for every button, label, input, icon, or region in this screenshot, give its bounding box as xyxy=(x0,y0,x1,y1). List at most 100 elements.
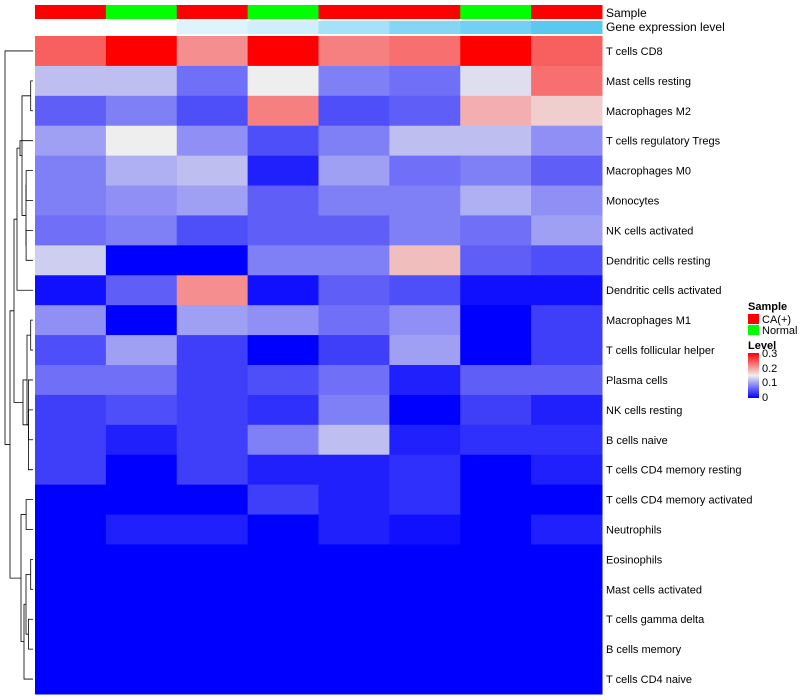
heatmap-cell xyxy=(460,634,532,665)
row-label: Eosinophils xyxy=(606,554,663,566)
heatmap-cell xyxy=(389,394,461,426)
heatmap-cell xyxy=(35,275,107,306)
heatmap-cell xyxy=(35,574,107,605)
legend-tick-0: 0 xyxy=(762,392,768,404)
dendrogram-branch xyxy=(22,379,29,426)
heatmap-cell xyxy=(247,394,319,426)
heatmap-cell xyxy=(389,335,461,366)
legend-tick-0-3: 0.3 xyxy=(762,348,777,360)
heatmap-cell xyxy=(176,305,249,336)
heatmap-cell xyxy=(460,454,532,486)
heatmap-cell xyxy=(105,365,178,396)
heatmap-cell xyxy=(247,215,319,246)
heatmap-cell xyxy=(318,574,390,605)
heatmap-cell xyxy=(176,664,249,695)
heatmap-cell xyxy=(176,95,249,127)
row-label: T cells follicular helper xyxy=(606,345,715,357)
heatmap-cell xyxy=(176,394,249,426)
heatmap-cell xyxy=(247,664,319,695)
row-label: Macrophages M0 xyxy=(606,166,691,178)
heatmap-cell xyxy=(531,155,603,187)
heatmap-cell xyxy=(460,574,532,605)
heatmap-cell xyxy=(105,335,178,366)
heatmap-cell xyxy=(35,305,107,336)
legend-swatch-normal xyxy=(748,325,759,335)
heatmap-cell xyxy=(176,365,249,396)
heatmap-cell xyxy=(531,36,603,67)
heatmap-cell xyxy=(318,245,390,276)
heatmap-cell xyxy=(176,544,249,575)
heatmap-cell xyxy=(531,215,603,246)
heatmap-cell xyxy=(318,155,390,187)
heatmap-cell xyxy=(247,574,319,605)
heatmap-cell xyxy=(176,454,249,486)
heatmap-cell xyxy=(35,95,107,127)
heatmap-cell xyxy=(318,664,390,695)
row-label: T cells gamma delta xyxy=(606,614,705,626)
heatmap-cell xyxy=(460,36,532,67)
heatmap-cell xyxy=(318,305,390,336)
heatmap-cell xyxy=(389,634,461,665)
sample-annotation-cell xyxy=(247,5,319,19)
dendrogram-branch xyxy=(25,170,33,201)
sample-annotation-cell xyxy=(531,5,603,19)
heatmap-cell xyxy=(247,424,319,456)
heatmap-cell xyxy=(318,634,390,665)
legend-swatch-ca xyxy=(748,314,759,324)
heatmap-cell xyxy=(531,305,603,336)
heatmap-cell xyxy=(176,36,249,67)
heatmap-cell xyxy=(318,454,390,486)
legend-sample-title: Sample xyxy=(748,301,787,313)
heatmap-cell xyxy=(531,245,603,276)
heatmap-cell xyxy=(531,634,603,665)
heatmap-cell xyxy=(460,125,532,157)
sample-annotation-cell xyxy=(460,5,532,19)
heatmap-cell xyxy=(105,215,178,246)
heatmap-cell xyxy=(247,125,319,157)
row-label: Mast cells activated xyxy=(606,584,702,596)
row-label: T cells CD4 memory activated xyxy=(606,495,753,507)
heatmap-cell xyxy=(35,335,107,366)
heatmap-cell xyxy=(105,664,178,695)
heatmap-cells xyxy=(35,36,603,695)
heatmap-cell xyxy=(105,185,178,216)
heatmap-cell xyxy=(389,424,461,456)
gene-expression-annotation-cell xyxy=(247,21,319,34)
heatmap-cell xyxy=(460,245,532,276)
heatmap-cell xyxy=(247,634,319,665)
sample-annotation-cell xyxy=(318,5,390,19)
annotation-label-sample: Sample xyxy=(606,6,647,20)
row-label: Macrophages M2 xyxy=(606,106,691,118)
heatmap-cell xyxy=(247,95,319,127)
heatmap-cell xyxy=(460,305,532,336)
heatmap-cell xyxy=(176,424,249,456)
heatmap-cell xyxy=(35,365,107,396)
sample-annotation-cell xyxy=(105,5,178,19)
heatmap-cell xyxy=(531,95,603,127)
heatmap-cell xyxy=(176,604,249,635)
row-label: B cells naive xyxy=(606,435,668,447)
gene-expression-annotation-cell xyxy=(105,21,178,34)
heatmap-cell xyxy=(389,484,461,516)
heatmap-cell xyxy=(531,454,603,486)
dendrogram-branch xyxy=(4,50,33,445)
heatmap-cell xyxy=(531,604,603,635)
heatmap-cell xyxy=(105,514,178,545)
heatmap-cell xyxy=(105,604,178,635)
gene-expression-annotation-cell xyxy=(318,21,390,34)
gene-expression-annotation-cell xyxy=(389,21,461,34)
annotation-label-gene-expression: Gene expression level xyxy=(606,20,725,34)
heatmap-cell xyxy=(247,544,319,575)
heatmap-cell xyxy=(318,95,390,127)
heatmap-cell xyxy=(247,65,319,97)
row-label: T cells CD8 xyxy=(606,46,663,58)
heatmap-cell xyxy=(176,125,249,157)
heatmap-cell xyxy=(389,574,461,605)
heatmap-cell xyxy=(389,604,461,635)
heatmap-cell xyxy=(531,125,603,157)
heatmap-cell xyxy=(318,544,390,575)
heatmap-cell xyxy=(35,155,107,187)
heatmap-cell xyxy=(247,185,319,216)
heatmap-cell xyxy=(460,544,532,575)
row-label: T cells CD4 naive xyxy=(606,674,692,686)
